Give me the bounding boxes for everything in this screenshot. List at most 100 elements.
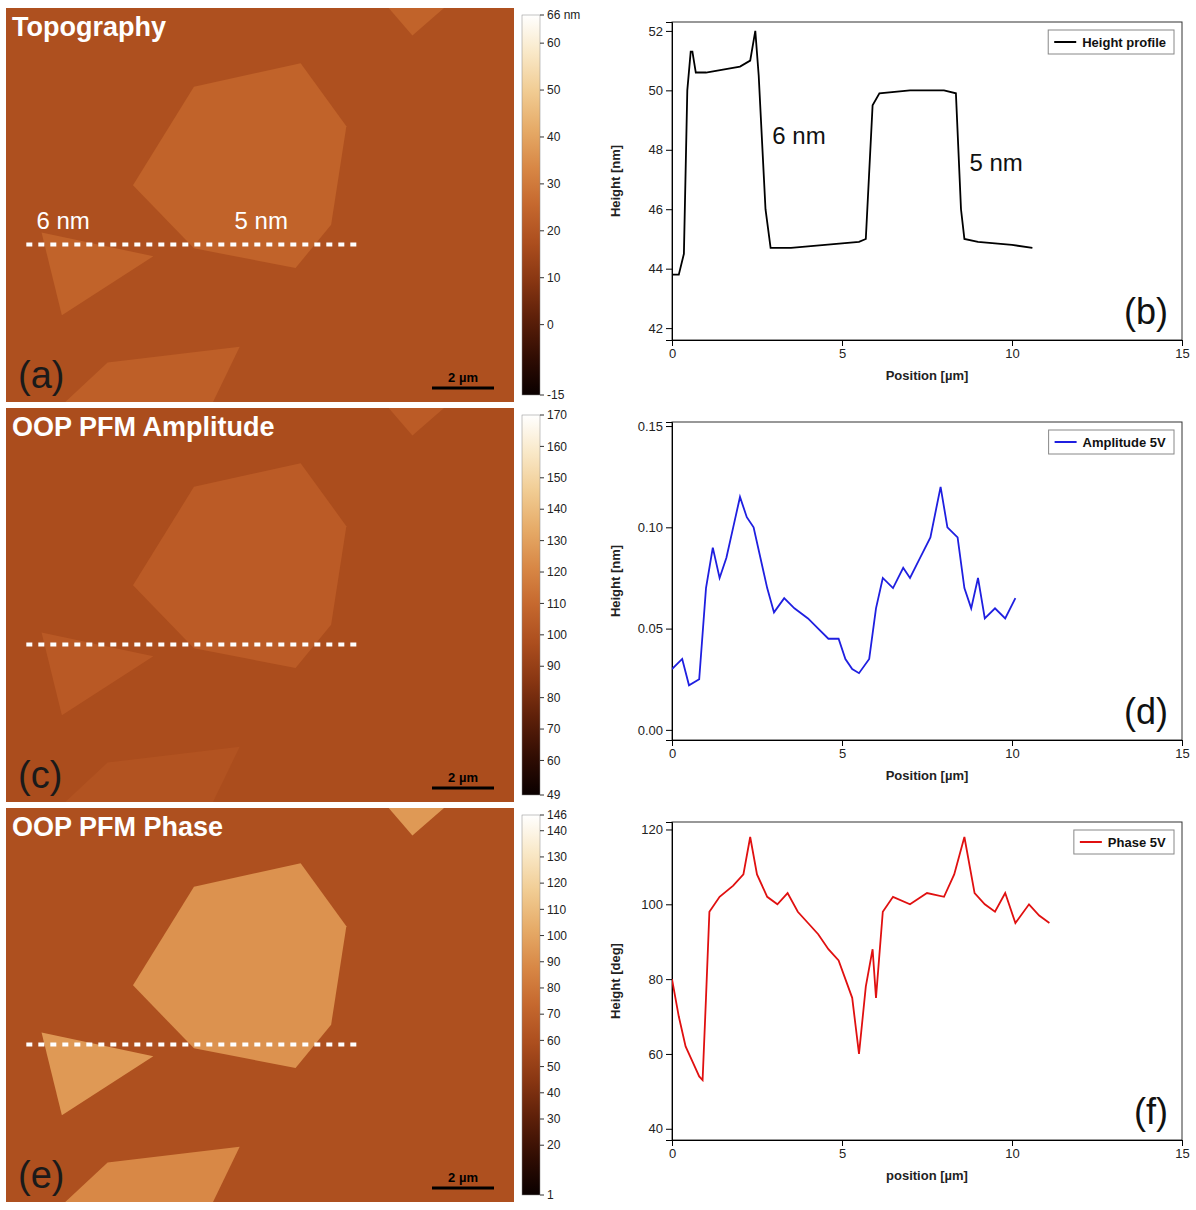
legend-box [1049,430,1174,454]
flake [133,863,346,1068]
colorbar [522,15,540,395]
tick-mark [666,1054,672,1055]
colorbar-tick [540,634,544,635]
tick-label: 40 [649,1121,663,1136]
colorbar-tick-label: 120 [547,876,567,890]
colorbar-tick-label: 50 [547,1060,561,1074]
legend-label: Amplitude 5V [1083,435,1166,450]
colorbar-tick-label: 146 [547,808,567,822]
colorbar-tick [540,136,544,137]
colorbar-tick-label: 150 [547,471,567,485]
panel-letter: (d) [1124,691,1168,732]
legend-box [1074,830,1174,854]
tick-mark [666,150,672,151]
x-axis: 051015 [669,340,1190,361]
scale-bar-label: 2 µm [448,370,478,385]
plot-area [672,31,1032,275]
tick: 0.15 [638,419,672,434]
colorbar-tick-label: 120 [547,565,567,579]
tick: 120 [641,822,672,837]
plot-frame [672,822,1182,1140]
tick: 48 [649,142,672,157]
tick-label: 120 [641,822,663,837]
colorbar-tick-label: 40 [547,130,561,144]
tick-mark [666,1129,672,1130]
annotation: 5 nm [970,149,1023,176]
series-line [672,487,1015,685]
tick-mark [666,209,672,210]
colorbar-tick [540,697,544,698]
profile-line [26,642,361,646]
x-axis-line [673,1141,1183,1147]
tick: 10 [1005,740,1019,761]
tick-mark [1012,740,1013,746]
tick-label: 5 [839,746,846,761]
tick-mark [1182,1140,1183,1146]
flake [57,747,240,802]
colorbar-tick [540,230,544,231]
tick-label: 48 [649,142,663,157]
tick-label: 10 [1005,346,1019,361]
tick: 50 [649,83,672,98]
legend-swatch [1080,841,1102,843]
scale-bar [432,387,494,390]
colorbar-tick-label: 10 [547,271,561,285]
x-axis: 051015 [669,1140,1190,1161]
tick-label: 42 [649,321,663,336]
tick: 46 [649,202,672,217]
tick-label: 80 [649,972,663,987]
flake [57,347,240,402]
tick-mark [666,629,672,630]
scale-bar-label: 2 µm [448,770,478,785]
substrate [6,408,514,802]
colorbar-tick-label: 130 [547,534,567,548]
tick-label: 5 [839,346,846,361]
image-area [6,408,514,802]
tick-mark [842,1140,843,1146]
image-area [6,808,514,1202]
y-axis: 0.000.050.100.15 [638,419,673,741]
tick: 52 [649,24,672,39]
tick: 0.00 [638,723,672,738]
tick-label: 0.00 [638,723,663,738]
tick: 10 [1005,1140,1019,1161]
colorbar-tick-label: 70 [547,722,561,736]
annotation: 6 nm [36,207,89,234]
tick-mark [842,740,843,746]
x-axis-line [673,741,1183,747]
tick-mark [666,730,672,731]
colorbar-tick-label: 130 [547,850,567,864]
colorbar-tick-label: 60 [547,36,561,50]
flake [382,8,453,36]
y-axis: 406080100120 [641,822,672,1140]
tick: 40 [649,1121,672,1136]
flake [382,408,453,436]
colorbar-tick-label: 80 [547,981,561,995]
colorbar-tick [540,277,544,278]
tick: 5 [839,1140,846,1161]
colorbar-tick [540,795,544,796]
x-axis-title: position [µm] [886,1168,968,1183]
y-axis: 424446485052 [649,23,673,341]
colorbar-tick-label: 80 [547,691,561,705]
tick-label: 10 [1005,1146,1019,1161]
legend-label: Phase 5V [1108,835,1166,850]
tick-label: 15 [1175,346,1189,361]
colorbar-tick-label: 30 [547,177,561,191]
line-panel: 0510150.000.050.100.15Position [µm]Heigh… [608,419,1190,783]
colorbar-tick-label: 66 nm [547,8,580,22]
tick-label: 15 [1175,1146,1189,1161]
tick-mark [666,269,672,270]
image-title: OOP PFM Amplitude [12,412,275,442]
substrate [6,8,514,402]
tick-label: 15 [1175,746,1189,761]
annotation: 6 nm [772,122,825,149]
flake [382,808,453,836]
panel-letter: (b) [1124,291,1168,332]
panel-letter: (e) [18,1154,64,1196]
flake [133,463,346,668]
colorbar-tick-label: 140 [547,824,567,838]
colorbar-tick [540,15,544,16]
colorbar-tick [540,324,544,325]
x-axis-line [673,341,1183,347]
